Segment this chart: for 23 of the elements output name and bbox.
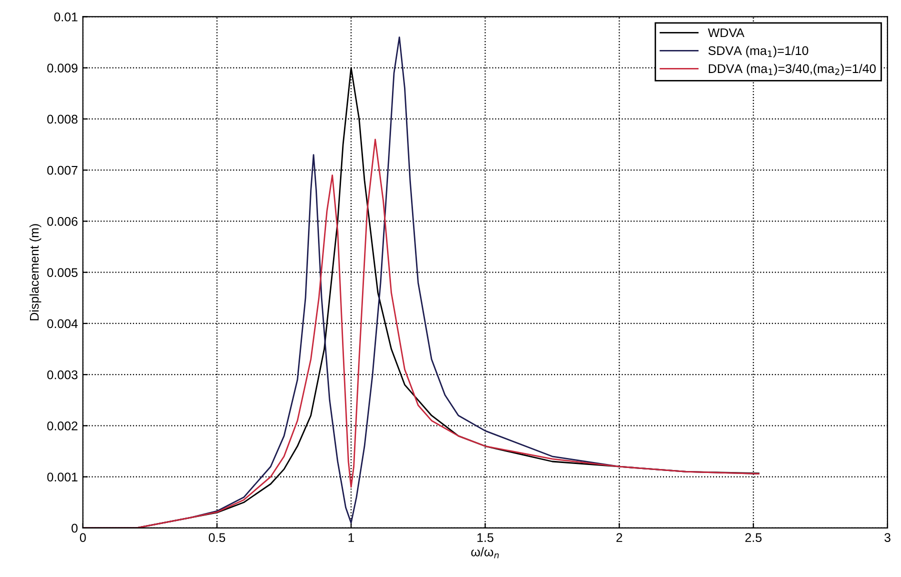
y-tick-label: 0.007 xyxy=(47,166,78,175)
x-axis-title: ω/ω$_{n}$ xyxy=(471,547,499,558)
legend-label: SDVA (ma$_{1}$)=1/10 xyxy=(708,46,808,58)
y-tick-label: 0.001 xyxy=(47,472,78,482)
x-tick-label: 0.5 xyxy=(208,533,226,542)
y-tick-label: 0 xyxy=(72,524,78,533)
y-tick-label: 0.003 xyxy=(47,370,78,380)
y-tick-label: 0.006 xyxy=(47,217,78,226)
x-tick-label: 1.5 xyxy=(477,533,494,542)
y-axis-title: Displacement (m) xyxy=(30,224,42,320)
y-tick-label: 0.009 xyxy=(47,64,78,73)
y-tick-label: 0.01 xyxy=(54,12,78,22)
legend-label: DDVA (ma$_{1}$)=3/40,(ma$_{2}$)=1/40 xyxy=(708,64,876,76)
x-tick-label: 3 xyxy=(884,533,890,542)
x-tick-label: 2.5 xyxy=(745,533,762,542)
x-tick-label: 1 xyxy=(348,533,354,542)
y-tick-label: 0.005 xyxy=(47,268,78,277)
y-tick-label: 0.004 xyxy=(47,319,78,328)
x-tick-label: 2 xyxy=(616,533,622,542)
x-tick-label: 0 xyxy=(80,533,86,542)
y-tick-label: 0.008 xyxy=(47,114,78,124)
legend-label: WDVA xyxy=(708,28,744,38)
y-tick-label: 0.002 xyxy=(47,422,78,430)
